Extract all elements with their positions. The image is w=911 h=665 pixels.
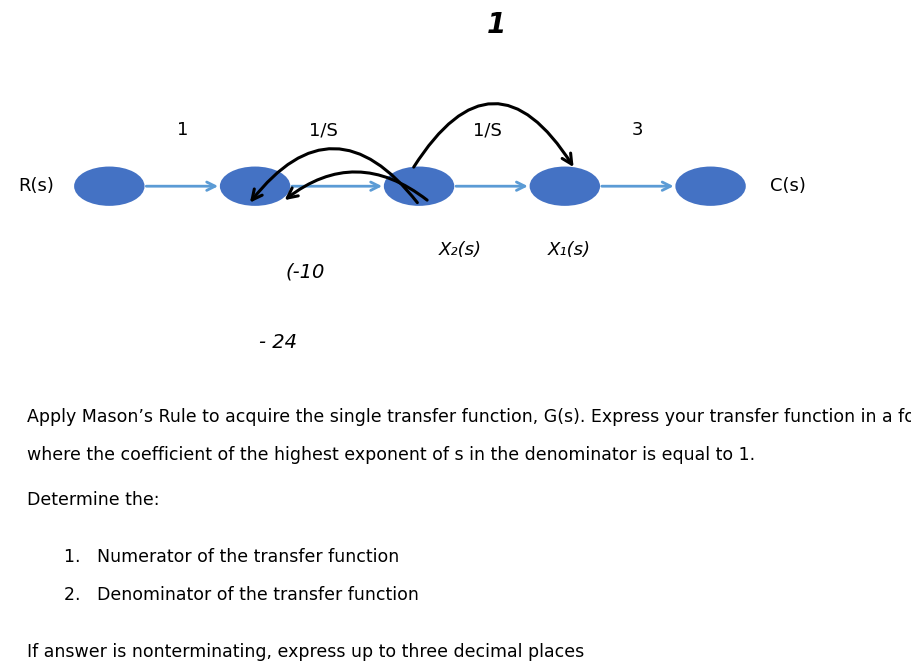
Text: X₂(s): X₂(s) (438, 241, 482, 259)
Text: 1.   Numerator of the transfer function: 1. Numerator of the transfer function (64, 548, 399, 567)
Text: - 24: - 24 (259, 333, 297, 352)
Text: (-10: (-10 (285, 263, 325, 281)
Ellipse shape (530, 168, 599, 205)
Text: 1/S: 1/S (309, 121, 338, 140)
Text: where the coefficient of the highest exponent of s in the denominator is equal t: where the coefficient of the highest exp… (27, 446, 755, 464)
Text: 1: 1 (486, 11, 507, 39)
Text: Apply Mason’s Rule to acquire the single transfer function, G(s). Express your t: Apply Mason’s Rule to acquire the single… (27, 408, 911, 426)
Text: 3: 3 (632, 121, 643, 140)
Ellipse shape (221, 168, 290, 205)
Ellipse shape (75, 168, 144, 205)
Text: 1/S: 1/S (473, 121, 502, 140)
Ellipse shape (676, 168, 745, 205)
Text: If answer is nonterminating, express up to three decimal places: If answer is nonterminating, express up … (27, 643, 585, 662)
Text: 2.   Denominator of the transfer function: 2. Denominator of the transfer function (64, 587, 419, 604)
Text: 1: 1 (177, 121, 188, 140)
Text: X₁(s): X₁(s) (548, 241, 591, 259)
Text: Determine the:: Determine the: (27, 491, 159, 509)
Ellipse shape (384, 168, 454, 205)
Text: C(s): C(s) (770, 177, 805, 196)
Text: R(s): R(s) (18, 177, 54, 196)
